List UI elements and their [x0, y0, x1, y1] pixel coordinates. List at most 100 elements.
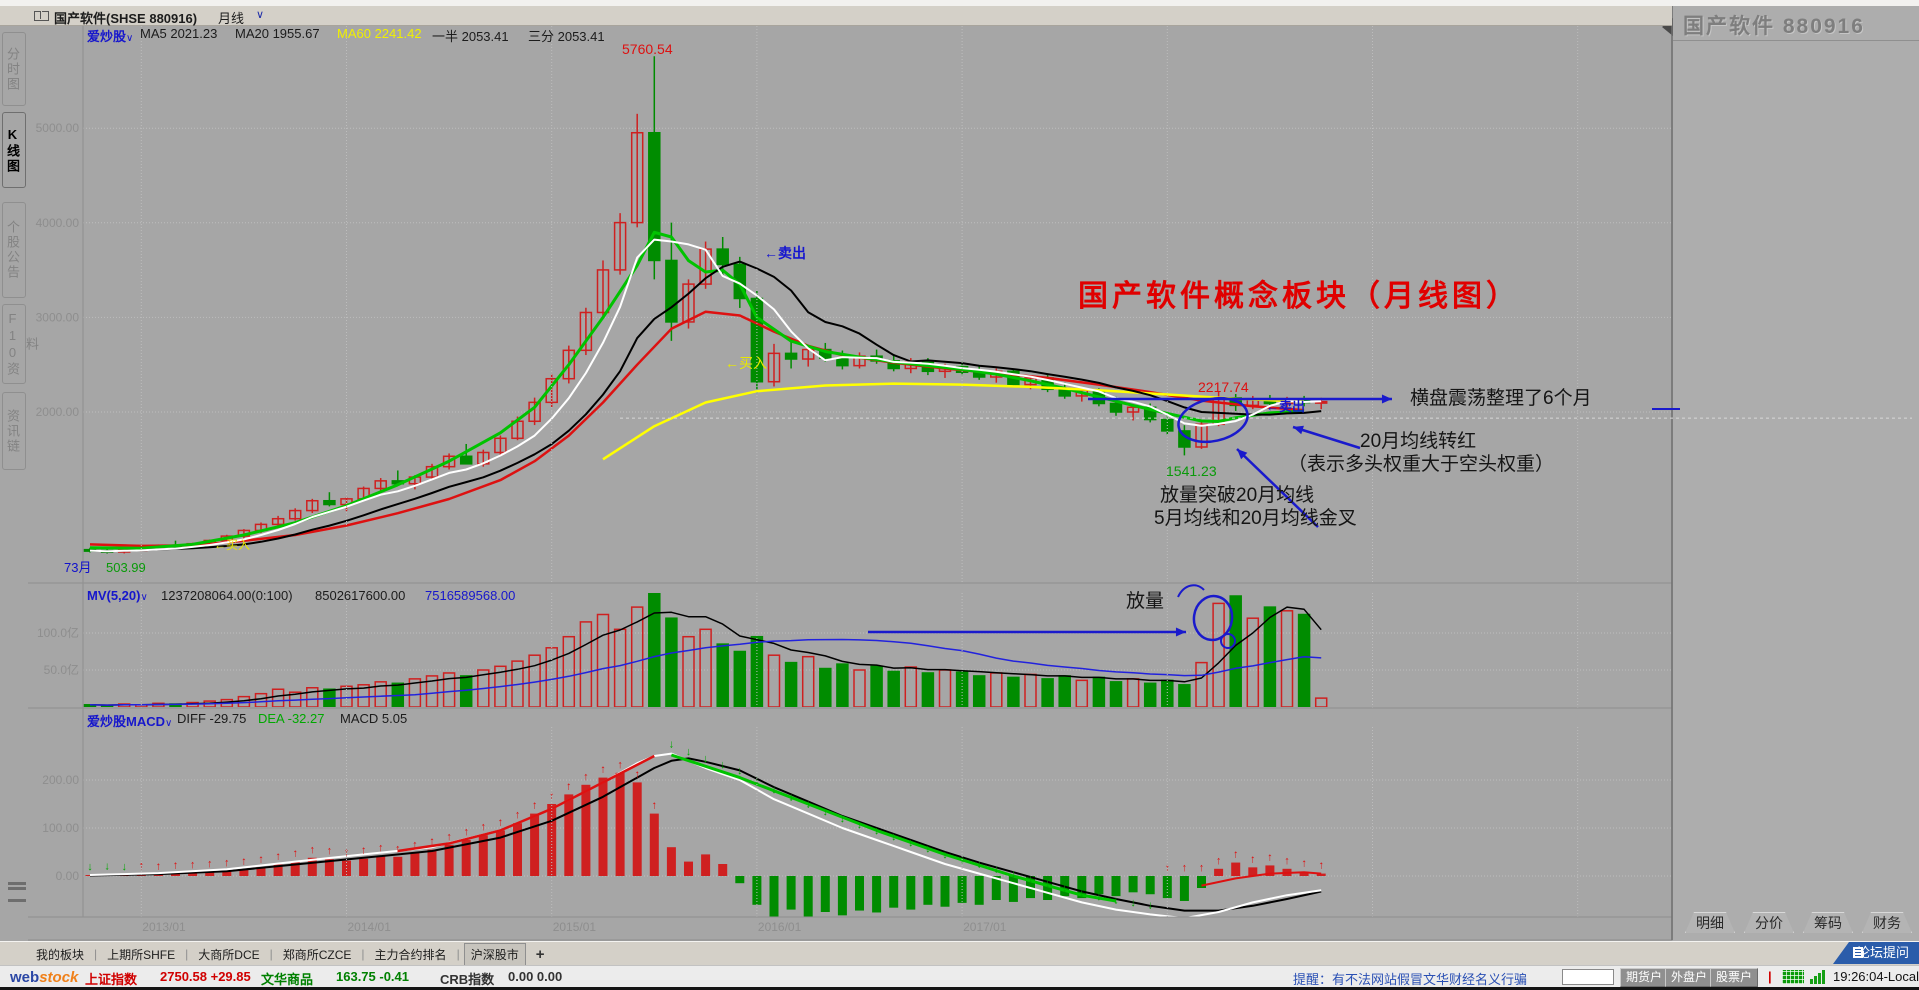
candle-down [955, 365, 969, 374]
volume-bar [801, 655, 815, 707]
indicator-value: MA5 2021.23 [140, 26, 218, 41]
market-tab-大商所DCE[interactable]: 大商所DCE [198, 947, 260, 962]
x-axis-label: 2017/01 [963, 920, 1007, 934]
macd-up-arrow: ↑ [395, 843, 401, 855]
crb-index-label[interactable]: CRB指数 [440, 972, 495, 987]
macd-bar [324, 859, 334, 876]
separator: | [1768, 969, 1772, 984]
panel-tab-明细[interactable]: 明细 [1685, 912, 1735, 933]
signal-bars-icon [1810, 970, 1828, 984]
market-tab-沪深股市[interactable]: 沪深股市 [463, 942, 526, 966]
panel-tab-财务[interactable]: 财务 [1862, 912, 1912, 933]
volume-bar [459, 675, 473, 707]
macd-up-arrow: ↑ [1233, 849, 1239, 861]
sidebar-tab-K线图[interactable]: K线图 [2, 112, 26, 188]
macd-bar [581, 784, 591, 876]
volume-bar [1041, 678, 1054, 707]
market-tab-郑商所CZCE[interactable]: 郑商所CZCE [282, 947, 352, 962]
macd-up-arrow: ↑ [600, 764, 606, 776]
macd-bar [171, 873, 180, 876]
volume-bar [579, 621, 593, 707]
indicator-name[interactable]: 爱炒股MACD [87, 714, 165, 729]
note-ma20-red-2: （表示多头权重大于空头权重） [1288, 454, 1555, 475]
market-tab-主力合约排名[interactable]: 主力合约排名 [374, 947, 447, 962]
macd-bar [1162, 876, 1172, 899]
candle-down [1143, 406, 1157, 421]
account-button-期货户[interactable]: 期货户 [1620, 968, 1669, 987]
sidebar-tab-资讯链[interactable]: 资讯链 [2, 392, 26, 470]
volume-bar [391, 682, 405, 707]
macd-up-arrow: ↑ [327, 845, 333, 857]
macd-bar [1145, 876, 1155, 895]
macd-down-arrow: ↓ [703, 753, 709, 765]
macd-bar [701, 854, 711, 876]
macd-green-segment [670, 753, 1117, 903]
price-tick-label: 4000.00 [36, 216, 80, 230]
account-button-股票户[interactable]: 股票户 [1710, 968, 1759, 987]
sidebar-tab-F10资料[interactable]: F10资料 [2, 304, 39, 384]
macd-bar [1128, 876, 1138, 893]
candle-up [1195, 423, 1208, 448]
panel-tab-分价[interactable]: 分价 [1744, 912, 1794, 933]
clock-text: 19:26:04-Local [1833, 969, 1919, 984]
volume-bar [1161, 679, 1174, 707]
macd-down-arrow: ↓ [1028, 873, 1034, 885]
macd-bar [119, 875, 129, 877]
macd-bar [1231, 862, 1241, 876]
candle-down [733, 263, 747, 300]
macd-bar [290, 861, 300, 876]
chevron-down-icon[interactable]: ∨ [126, 33, 134, 44]
link-icon[interactable] [34, 11, 49, 21]
volume-bar [511, 660, 524, 707]
account-button-外盘户[interactable]: 外盘户 [1665, 968, 1714, 987]
volume-ma5-black [89, 606, 1322, 706]
volume-bar [630, 606, 644, 707]
volume-bar [648, 593, 661, 707]
volume-bar [83, 704, 97, 707]
macd-up-arrow: ↑ [583, 771, 589, 783]
collapse-arrow-icon[interactable] [1662, 18, 1673, 36]
volume-bar [1143, 682, 1157, 707]
candle-up [237, 529, 251, 537]
list-icon[interactable] [8, 882, 26, 902]
market-tab-我的板块[interactable]: 我的板块 [36, 947, 85, 962]
candle-up [1212, 397, 1225, 426]
forum-question-button[interactable]: 论坛提问 [1832, 942, 1919, 964]
candle-up [442, 455, 456, 468]
candle-up [545, 377, 558, 404]
macd-bar [342, 860, 351, 876]
sidebar-tab-分时图[interactable]: 分时图 [2, 32, 26, 106]
volume-bar [1178, 684, 1191, 707]
macd-bar [855, 876, 864, 911]
period-selector[interactable]: 月线 [218, 11, 245, 26]
macd-bar [85, 875, 95, 877]
macd-bar [991, 876, 1001, 900]
ma-line-red [89, 310, 1305, 548]
panel-tab-筹码[interactable]: 筹码 [1803, 912, 1853, 933]
macd-down-arrow: ↓ [737, 765, 743, 777]
indicator-name[interactable]: MV(5,20) [87, 588, 141, 603]
market-tab-上期所SHFE[interactable]: 上期所SHFE [107, 947, 176, 962]
note-volume: 放量 [1126, 591, 1165, 612]
indicator-name[interactable]: 爱炒股 [87, 29, 127, 44]
chevron-down-icon[interactable]: ∨ [140, 592, 148, 603]
macd-bar [1265, 865, 1275, 876]
candle-up [613, 221, 627, 271]
right-panel-tabs: 明细 分价 筹码 财务 [1685, 912, 1912, 933]
macd-bar [564, 794, 574, 876]
sh-index-label[interactable]: 上证指数 [85, 972, 138, 987]
volume-bar [169, 703, 182, 707]
macd-down-arrow: ↓ [891, 831, 897, 843]
indicator-value: DEA -32.27 [258, 711, 325, 726]
sidebar-tab-个股公告[interactable]: 个股公告 [2, 202, 26, 298]
connection-grid-icon[interactable] [1782, 970, 1804, 984]
wenhua-commodity-label[interactable]: 文华商品 [261, 972, 314, 987]
volume-ma20-blue [89, 638, 1322, 706]
add-tab-button[interactable]: + [535, 945, 545, 963]
candle-up [288, 509, 302, 520]
volume-bar [100, 704, 114, 707]
message-input[interactable] [1562, 969, 1614, 985]
chevron-down-icon[interactable]: ∨ [256, 9, 265, 21]
chevron-down-icon[interactable]: ∨ [165, 718, 173, 729]
